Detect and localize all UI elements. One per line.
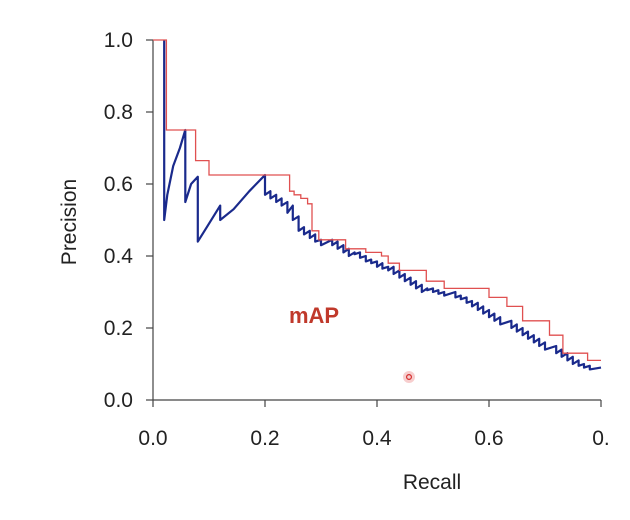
interpolated-precision-line xyxy=(153,39,601,362)
raw-precision-line xyxy=(163,40,602,371)
x-tick-label: 0.6 xyxy=(474,427,503,450)
y-tick-label: 1.0 xyxy=(104,29,133,52)
x-tick-label: 0. xyxy=(592,427,610,450)
x-tick-label: 0.0 xyxy=(138,427,167,450)
y-tick-label: 0.6 xyxy=(104,173,133,196)
y-tick-label: 0.8 xyxy=(104,101,133,124)
cursor-marker xyxy=(403,371,415,383)
y-tick-label: 0.0 xyxy=(104,389,133,412)
y-tick-label: 0.2 xyxy=(104,317,133,340)
ticks: 0.0 0.2 0.4 0.6 0. 0.0 0.2 0.4 0.6 0.8 1.0 xyxy=(104,29,610,450)
y-tick-label: 0.4 xyxy=(104,245,134,268)
series-layer xyxy=(153,39,602,371)
map-annotation: mAP xyxy=(289,303,339,328)
y-axis-title: Precision xyxy=(58,179,81,265)
x-tick-label: 0.4 xyxy=(362,427,392,450)
x-tick-label: 0.2 xyxy=(250,427,279,450)
x-axis-title: Recall xyxy=(403,471,461,494)
